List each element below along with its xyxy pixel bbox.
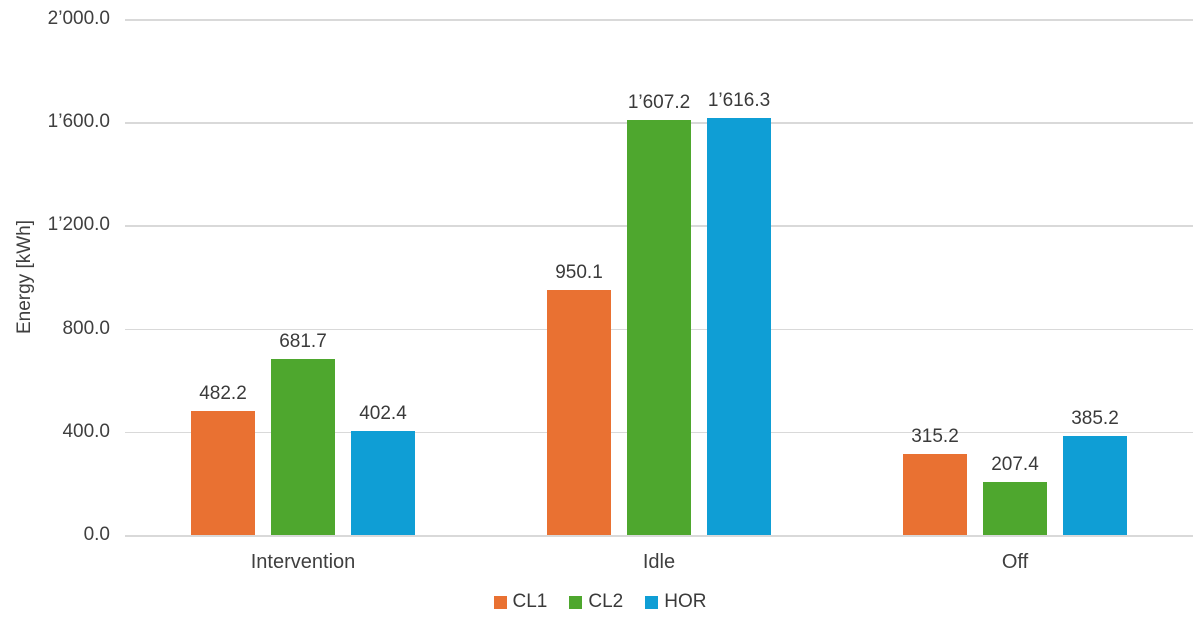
bar-hor-intervention	[351, 431, 415, 535]
legend-label-cl2: CL2	[588, 591, 624, 612]
data-label-cl2-intervention: 681.7	[279, 331, 327, 353]
y-tick-label: 1’600.0	[47, 111, 110, 133]
bar-cl1-idle	[547, 289, 611, 535]
data-label-cl2-off: 207.4	[991, 453, 1039, 475]
y-tick-label: 2’000.0	[47, 8, 110, 29]
gridline-y-0	[125, 535, 1193, 537]
legend-swatch-cl1	[493, 595, 507, 609]
data-label-hor-idle: 1’616.3	[707, 90, 771, 111]
bar-hor-off	[1063, 435, 1127, 535]
data-label-hor-intervention: 402.4	[359, 403, 407, 425]
x-category-label-off: Off	[1001, 551, 1029, 573]
plot-area: 482.2 681.7 402.4 950.1 1’607.2 1’616.3 315.2 2…	[125, 19, 1193, 537]
legend-item-cl1: CL1	[493, 591, 548, 613]
legend-item-hor: HOR	[645, 591, 706, 613]
legend-item-cl2: CL2	[569, 591, 623, 613]
data-label-cl1-intervention: 482.2	[199, 382, 247, 404]
bar-cl2-off	[983, 481, 1047, 535]
x-category-label-idle: Idle	[642, 551, 676, 573]
y-tick-label: 1’200.0	[47, 214, 110, 236]
legend-swatch-cl2	[569, 595, 583, 609]
y-tick-label: 800.0	[62, 317, 110, 339]
legend-swatch-hor	[645, 595, 659, 609]
bar-cl2-intervention	[271, 359, 335, 535]
bar-cl1-off	[903, 453, 967, 535]
legend-label-cl1: CL1	[512, 591, 548, 612]
data-label-cl2-idle: 1’607.2	[627, 92, 691, 114]
x-category-label-intervention: Intervention	[250, 551, 356, 573]
bar-cl2-idle	[627, 120, 691, 535]
bar-cl1-intervention	[191, 410, 255, 535]
gridline-y-2000	[125, 19, 1193, 21]
data-label-cl1-idle: 950.1	[555, 261, 603, 283]
bar-hor-idle	[707, 118, 771, 535]
y-tick-label: 400.0	[62, 420, 110, 442]
y-tick-label: 0.0	[83, 524, 110, 545]
data-label-hor-off: 385.2	[1071, 407, 1119, 429]
legend: CL1 CL2 HOR	[0, 591, 1200, 613]
data-label-cl1-off: 315.2	[911, 425, 959, 447]
legend-label-hor: HOR	[664, 591, 707, 612]
